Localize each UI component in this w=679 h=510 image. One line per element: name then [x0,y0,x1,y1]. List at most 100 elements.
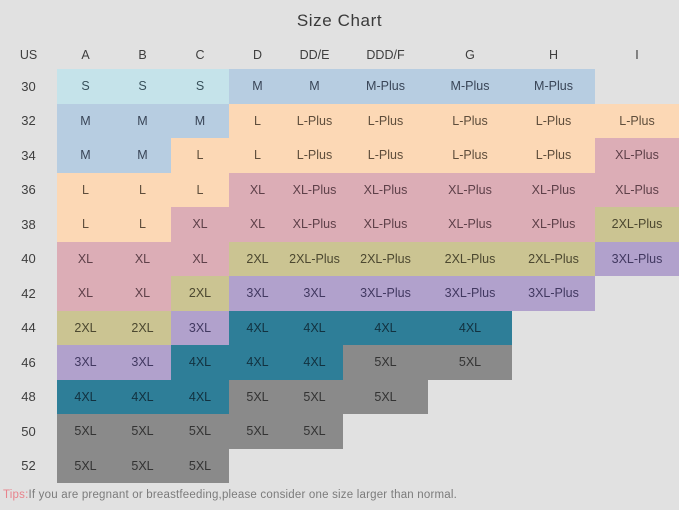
column-header-dd-e: DD/E [299,47,330,62]
size-cell: 4XL [286,345,343,380]
us-size-label: 30 [21,78,36,94]
size-cell: 3XL [114,345,171,380]
size-cell: L [114,207,171,242]
size-cell: L [114,172,171,207]
table-body: 30 S S S M M M-Plus M-Plus M-Plus 32 M M M L L-Plus L-P… [0,69,679,483]
size-cell: 5XL [171,414,229,449]
empty-cell [595,345,679,380]
size-cell: M [57,138,114,173]
table-row: 30 S S S M M M-Plus M-Plus M-Plus [0,69,679,104]
column-header-d: D [252,47,263,62]
table-row: 38 L L XL XL XL-Plus XL-Plus XL-Plus XL-Plus 2XL-… [0,207,679,242]
table-row: 32 M M M L L-Plus L-Plus L-Plus L-Plus L-Plus [0,103,679,138]
size-cell: XL-Plus [343,207,428,242]
size-cell: L-Plus [428,103,512,138]
us-size-label: 44 [21,320,36,336]
size-cell: XL [57,276,114,311]
column-header-g: G [465,47,475,62]
tips-text: If you are pregnant or breastfeeding,ple… [28,489,458,501]
header-row: US A B C D DD/E DDD/F G H I [0,40,679,69]
size-cell: 4XL [229,310,286,345]
size-cell: M-Plus [343,69,428,104]
empty-cell [229,449,286,484]
size-cell: M [114,138,171,173]
empty-cell [512,380,595,415]
size-cell: L-Plus [343,103,428,138]
size-cell: 5XL [57,414,114,449]
empty-cell [512,449,595,484]
table-row: 36 L L L XL XL-Plus XL-Plus XL-Plus XL-Plus XL-Pl… [0,172,679,207]
size-cell: XL-Plus [512,172,595,207]
tips-label: Tips: [3,489,29,501]
size-cell: 2XL-Plus [286,241,343,276]
column-header-ddd-f: DDD/F [366,47,405,62]
size-cell: 5XL [286,414,343,449]
us-size-label: 52 [21,458,36,474]
us-size-label: 50 [21,423,36,439]
size-cell: 5XL [343,379,428,414]
size-cell: 3XL-Plus [343,276,428,311]
size-cell: L-Plus [428,138,512,173]
size-cell: 5XL [229,379,286,414]
empty-cell [428,414,512,449]
size-cell: 5XL [229,414,286,449]
empty-cell [428,380,512,415]
empty-cell [428,449,512,484]
size-cell: 3XL-Plus [512,276,595,311]
size-cell: XL [114,276,171,311]
size-cell: 5XL [343,345,428,380]
column-header-i: I [635,47,639,62]
table-row: 34 M M L L L-Plus L-Plus L-Plus L-Plus XL-Plus [0,138,679,173]
size-cell: XL-Plus [343,172,428,207]
column-header-a: A [81,47,90,62]
size-cell: L-Plus [595,103,679,138]
size-cell: XL-Plus [512,207,595,242]
size-cell: XL [229,207,286,242]
size-cell: XL-Plus [286,172,343,207]
empty-cell [595,449,679,484]
size-cell: 3XL [229,276,286,311]
empty-cell [595,276,679,311]
size-cell: 4XL [114,379,171,414]
size-cell: 4XL [428,310,512,345]
us-size-label: 46 [21,354,36,370]
size-cell: L [229,103,286,138]
size-cell: L-Plus [286,103,343,138]
column-header-b: B [138,47,147,62]
empty-cell [286,449,343,484]
size-cell: S [57,69,114,104]
empty-cell [512,414,595,449]
size-cell: 5XL [428,345,512,380]
us-size-label: 38 [21,216,36,232]
us-size-label: 32 [21,113,36,129]
table-row: 42 XL XL 2XL 3XL 3XL 3XL-Plus 3XL-Plus 3XL-Plus [0,276,679,311]
size-cell: L [57,172,114,207]
size-cell: L-Plus [512,103,595,138]
size-cell: 4XL [229,345,286,380]
size-cell: L [57,207,114,242]
size-cell: L-Plus [343,138,428,173]
size-cell: XL-Plus [595,138,679,173]
size-cell: M [286,69,343,104]
size-cell: XL-Plus [428,172,512,207]
empty-cell [343,449,428,484]
size-cell: 2XL [57,310,114,345]
size-cell: 5XL [57,448,114,483]
size-cell: XL [171,207,229,242]
size-cell: 5XL [114,448,171,483]
us-size-label: 42 [21,285,36,301]
size-cell: 3XL-Plus [428,276,512,311]
us-size-label: 34 [21,147,36,163]
empty-cell [595,69,679,104]
size-cell: XL-Plus [595,172,679,207]
size-cell: 4XL [57,379,114,414]
size-cell: 2XL-Plus [595,207,679,242]
size-cell: 5XL [114,414,171,449]
column-header-c: C [195,47,205,62]
size-cell: 3XL [171,310,229,345]
size-cell: 4XL [171,379,229,414]
empty-cell [595,414,679,449]
size-cell: XL-Plus [286,207,343,242]
size-cell: XL [229,172,286,207]
